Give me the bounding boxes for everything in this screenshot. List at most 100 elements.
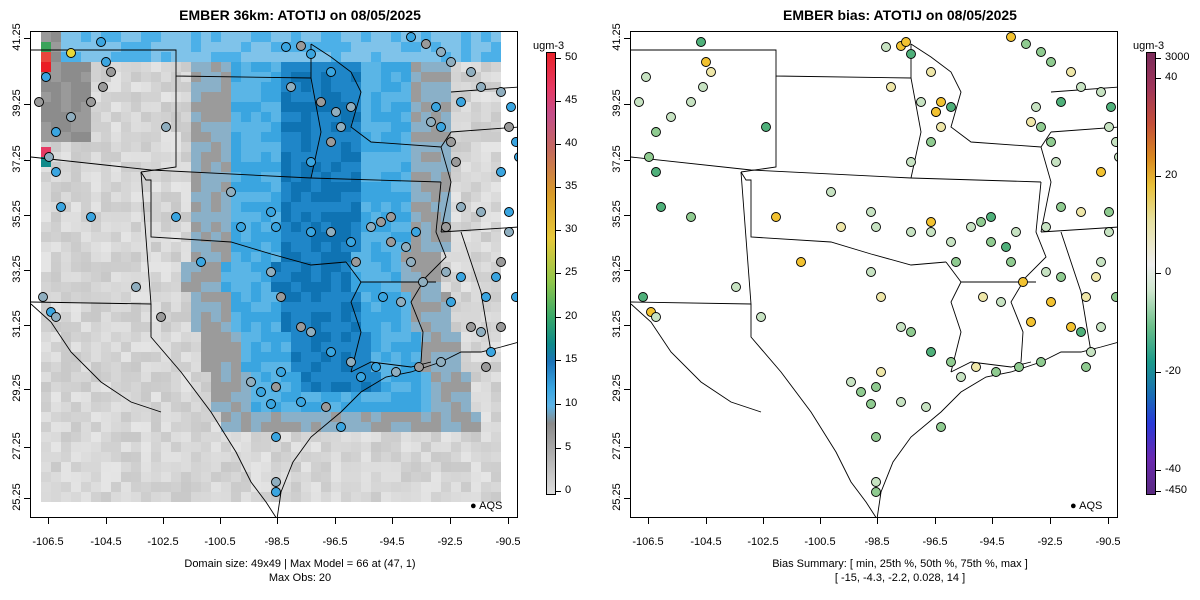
model-cell [241,312,251,322]
model-cell [301,412,311,422]
state-border [150,304,277,517]
model-cell [401,292,411,302]
bias-map-frame [630,31,1118,518]
model-cell [431,222,441,232]
model-cell [331,472,341,482]
model-cell [111,192,121,202]
model-cell [181,62,191,72]
model-cell [181,312,191,322]
model-cell [361,402,371,412]
model-cell [271,172,281,182]
model-cell [451,152,461,162]
model-cell [291,332,301,342]
model-cell [311,72,321,82]
model-cell [221,252,231,262]
model-cell [271,152,281,162]
model-cell [141,152,151,162]
model-cell [131,402,141,412]
model-cell [211,452,221,462]
model-cell [131,172,141,182]
model-cell [141,322,151,332]
state-border [440,226,517,233]
model-cell [361,372,371,382]
model-cell [191,72,201,82]
model-cell [271,372,281,382]
model-cell [401,62,411,72]
model-cell [111,122,121,132]
model-cell [151,312,161,322]
model-cell [381,442,391,452]
model-cell [161,242,171,252]
station-marker [698,82,708,92]
model-cell [151,222,161,232]
model-cell [431,482,441,492]
station-marker [686,97,696,107]
station-marker [701,57,711,67]
model-cell [361,132,371,142]
model-cell [41,412,51,422]
model-cell [321,162,331,172]
model-cell [221,402,231,412]
model-cell [161,42,171,52]
model-cell [201,242,211,252]
model-cell [101,492,111,502]
model-cell [401,462,411,472]
model-cell [491,292,501,302]
station-marker [926,217,936,227]
model-cell [341,302,351,312]
model-cell [41,92,51,102]
model-cell [371,432,381,442]
model-cell [441,462,451,472]
model-cell [441,422,451,432]
model-cell [111,52,121,62]
model-cell [451,132,461,142]
model-cell [231,242,241,252]
model-cell [491,212,501,222]
model-cell [161,452,171,462]
model-cell [361,42,371,52]
station-marker [436,122,446,132]
y-axis-tick [24,160,30,161]
model-cell [431,302,441,312]
model-cell [211,42,221,52]
model-cell [281,422,291,432]
model-cell [451,142,461,152]
model-cell [191,382,201,392]
model-cell [121,362,131,372]
model-cell [191,242,201,252]
station-marker [1046,297,1056,307]
model-cell [231,472,241,482]
model-cell [61,422,71,432]
model-cell [381,152,391,162]
model-cell [161,332,171,342]
model-cell [351,182,361,192]
model-cell [81,92,91,102]
model-cell [221,212,231,222]
model-cell [141,212,151,222]
station-marker [634,97,644,107]
model-cell [211,192,221,202]
model-cell [131,432,141,442]
model-cell [251,422,261,432]
model-cell [301,332,311,342]
model-cell [181,182,191,192]
model-cell [431,212,441,222]
model-cell [91,462,101,472]
model-cell [261,422,271,432]
model-cell [121,52,131,62]
model-cell [91,212,101,222]
model-cell [361,102,371,112]
model-cell [301,362,311,372]
model-cell [401,342,411,352]
model-cell [261,392,271,402]
station-marker [336,122,346,132]
model-cell [211,262,221,272]
model-cell [331,492,341,502]
station-marker [641,72,651,82]
model-cell [271,232,281,242]
station-marker [1036,357,1046,367]
station-marker [406,32,416,42]
model-cell [241,432,251,442]
model-cell [301,92,311,102]
model-cell [261,402,271,412]
